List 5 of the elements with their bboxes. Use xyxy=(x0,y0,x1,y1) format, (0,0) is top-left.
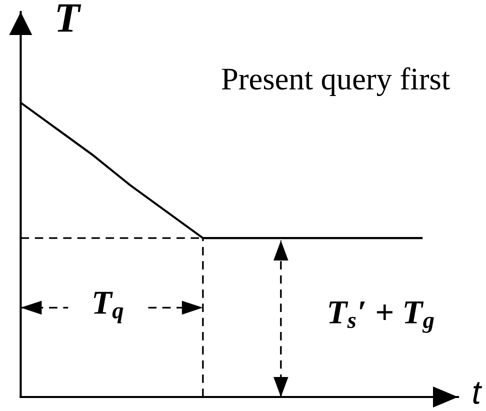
annotation: T$_{q}$ xyxy=(94,292,124,324)
text: Present query first xyxy=(222,67,450,96)
x-axis-title: t xyxy=(473,382,482,404)
annotation: T$_{s}$′ + T$_{g}$ xyxy=(329,301,434,333)
y-axis-title: T xyxy=(57,4,82,32)
